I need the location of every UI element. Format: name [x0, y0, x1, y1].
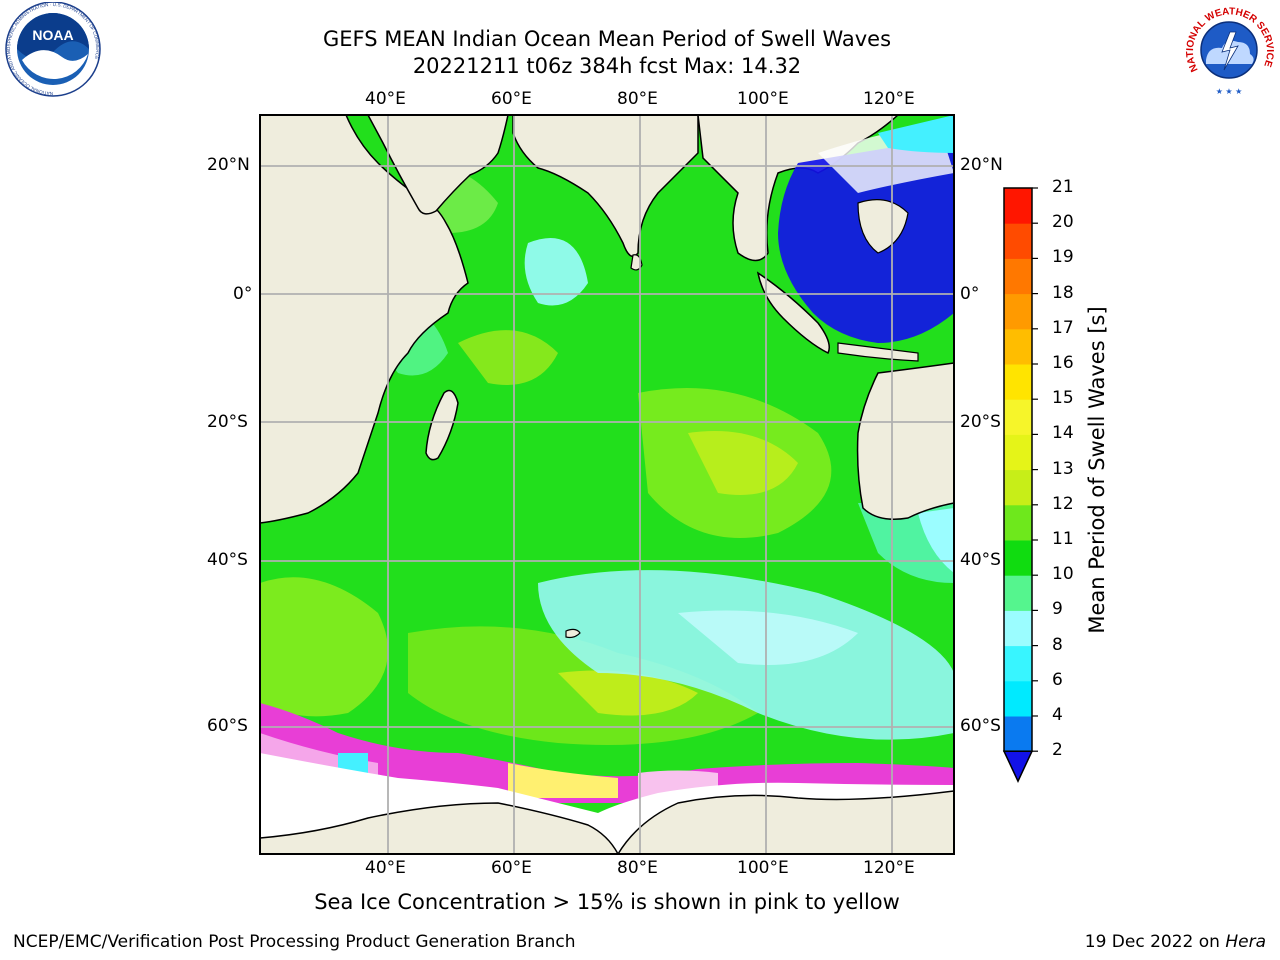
lat-label-left: 60°S: [207, 716, 248, 736]
colorbar-extend-arrow: [1002, 750, 1034, 783]
colorbar-segment: [1004, 399, 1032, 435]
colorbar-segment: [1004, 364, 1032, 400]
sea-ice-caption: Sea Ice Concentration > 15% is shown in …: [314, 890, 900, 914]
footer-credit: NCEP/EMC/Verification Post Processing Pr…: [13, 932, 576, 952]
colorbar-tick-label: 19: [1052, 247, 1074, 268]
footer-date-text: 19 Dec 2022 on: [1084, 932, 1226, 952]
colorbar-tick-label: 21: [1052, 177, 1074, 197]
lat-label-right: 20°N: [960, 155, 1003, 175]
lon-label-bottom: 60°E: [491, 858, 532, 878]
noaa-logo: NOAA NATIONAL OCEANIC AND ATMOSPHERIC AD…: [5, 2, 101, 97]
land-australia: [856, 362, 954, 520]
colorbar-segment: [1004, 328, 1032, 365]
lon-label-bottom: 80°E: [617, 858, 658, 878]
lat-label-left: 0°: [233, 284, 253, 304]
lon-label-bottom: 120°E: [863, 858, 915, 878]
noaa-wordmark: NOAA: [32, 27, 73, 43]
lon-label-bottom: 100°E: [737, 858, 789, 878]
colorbar-tick-label: 10: [1052, 564, 1074, 585]
nws-logo: NATIONAL WEATHER SERVICE ★ ★ ★: [1183, 4, 1275, 96]
lon-label-bottom: 40°E: [365, 858, 406, 878]
colorbar-segment: [1004, 540, 1032, 576]
lon-label-top: 80°E: [617, 89, 658, 109]
colorbar-tick-label: 15: [1052, 388, 1074, 409]
lon-label-top: 40°E: [365, 89, 406, 109]
lon-label-top: 100°E: [737, 89, 789, 109]
map-title: GEFS MEAN Indian Ocean Mean Period of Sw…: [322, 27, 892, 51]
colorbar-segment: [1004, 223, 1032, 259]
map-panel: [259, 114, 955, 855]
colorbar-tick-label: 2: [1052, 740, 1063, 761]
lat-label-left: 20°N: [207, 155, 250, 175]
svg-text:★ ★ ★: ★ ★ ★: [1216, 87, 1243, 96]
colorbar-segment: [1004, 434, 1032, 471]
footer-host: Hera: [1225, 932, 1266, 952]
colorbar-tick-label: 12: [1052, 493, 1074, 514]
colorbar-segment: [1004, 469, 1032, 506]
footer-date: 19 Dec 2022 on Hera: [1085, 932, 1266, 952]
land-arabia: [367, 115, 509, 215]
colorbar-label: Mean Period of Swell Waves [s]: [1085, 306, 1109, 634]
colorbar: [1002, 187, 1038, 783]
colorbar-tick-label: 4: [1052, 705, 1063, 725]
colorbar-tick-label: 6: [1052, 669, 1063, 690]
colorbar-tick-label: 14: [1052, 423, 1074, 444]
colorbar-tick-label: 17: [1052, 317, 1074, 338]
colorbar-tick-label: 13: [1052, 458, 1074, 479]
land-madagascar: [425, 389, 459, 461]
swell-patch-sw: [260, 577, 388, 717]
colorbar-segment: [1004, 293, 1032, 330]
colorbar-segment: [1004, 680, 1032, 717]
colorbar-tick-label: 18: [1052, 282, 1074, 303]
colorbar-segment: [1004, 645, 1032, 682]
colorbar-segment: [1004, 188, 1032, 224]
colorbar-tick-label: 20: [1052, 212, 1074, 233]
colorbar-segment: [1004, 716, 1032, 752]
colorbar-segment: [1004, 258, 1032, 295]
sea-ice-belt: [260, 703, 954, 803]
colorbar-tick-label: 16: [1052, 353, 1074, 373]
swell-short-period-seas: [778, 143, 954, 343]
colorbar-tick-label: 11: [1052, 529, 1074, 549]
swell-patch-13s: [688, 431, 798, 495]
swell-cool-central: [524, 238, 588, 306]
lat-label-right: 0°: [960, 284, 980, 304]
land-antarctica: [260, 802, 619, 854]
map-subtitle: 20221211 t06z 384h fcst Max: 14.32: [412, 54, 802, 78]
lat-label-left: 40°S: [207, 550, 248, 570]
swell-patch-south-hot: [558, 670, 698, 716]
colorbar-segment: [1004, 504, 1032, 541]
colorbar-segment: [1004, 610, 1032, 647]
lon-label-top: 60°E: [491, 89, 532, 109]
lat-label-right: 40°S: [960, 550, 1001, 570]
lat-label-left: 20°S: [207, 412, 248, 432]
colorbar-tick-label: 8: [1052, 634, 1063, 655]
colorbar-segment: [1004, 575, 1032, 611]
lat-label-right: 20°S: [960, 412, 1001, 432]
colorbar-tick-label: 9: [1052, 599, 1063, 620]
lon-label-top: 120°E: [863, 89, 915, 109]
graticule: [260, 115, 954, 854]
land-india: [512, 115, 699, 258]
lat-label-right: 60°S: [960, 716, 1001, 736]
